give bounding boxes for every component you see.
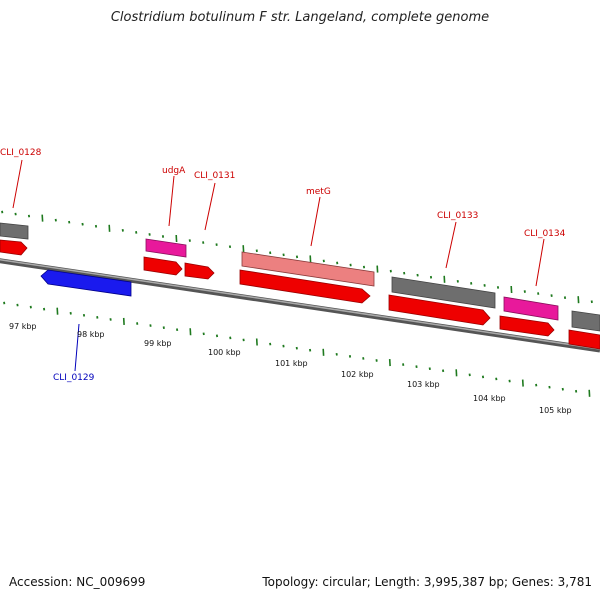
- map-title: Clostridium botulinum F str. Langeland, …: [110, 10, 490, 25]
- cds-feature-red-1[interactable]: [0, 239, 28, 256]
- scale-label: 102 kbp: [341, 370, 374, 379]
- cds-feature-CLI_0128[interactable]: [0, 222, 29, 240]
- cds-feature-red-5[interactable]: [499, 315, 555, 337]
- label-CLI_0134[interactable]: CLI_0134: [524, 229, 566, 239]
- cds-feature-udgA[interactable]: [145, 238, 187, 258]
- cds-feature-red-4[interactable]: [388, 294, 491, 326]
- cds-feature-metG[interactable]: [241, 251, 375, 287]
- genome-summary-text: Topology: circular; Length: 3,995,387 bp…: [262, 575, 592, 589]
- cds-feature-edge-red[interactable]: [568, 329, 600, 350]
- top-tick-row: [1, 210, 593, 304]
- accession-text: Accession: NC_009699: [9, 575, 146, 589]
- scale-label: 98 kbp: [77, 330, 105, 339]
- gene-labels: CLI_0128 CLI_0129 udgA CLI_0131 metG CLI…: [0, 148, 566, 383]
- cds-feature-edge-grey[interactable]: [571, 310, 600, 332]
- cds-feature-CLI_0133[interactable]: [391, 276, 496, 309]
- scale-label: 103 kbp: [407, 380, 440, 389]
- scale-label: 104 kbp: [473, 394, 506, 403]
- cds-feature-CLI_0134[interactable]: [503, 296, 559, 321]
- label-CLI_0131[interactable]: CLI_0131: [194, 171, 235, 181]
- scale-label: 99 kbp: [144, 339, 172, 348]
- genome-backbone: [0, 258, 600, 353]
- cds-feature-CLI_0129[interactable]: [40, 269, 132, 297]
- label-udgA[interactable]: udgA: [162, 166, 186, 176]
- scale-label: 97 kbp: [9, 322, 37, 331]
- scale-labels: 97 kbp 98 kbp 99 kbp 100 kbp 101 kbp 102…: [9, 322, 572, 415]
- label-CLI_0128[interactable]: CLI_0128: [0, 148, 42, 158]
- label-CLI_0133[interactable]: CLI_0133: [437, 211, 478, 221]
- bottom-tick-row: [3, 301, 591, 397]
- label-CLI_0129[interactable]: CLI_0129: [53, 373, 95, 383]
- scale-label: 100 kbp: [208, 348, 241, 357]
- cds-feature-red-3[interactable]: [239, 269, 371, 304]
- cds-feature-red-2[interactable]: [143, 256, 183, 276]
- scale-label: 105 kbp: [539, 406, 572, 415]
- genome-backbone-highlight: [0, 258, 600, 350]
- scale-label: 101 kbp: [275, 359, 308, 368]
- label-metG[interactable]: metG: [306, 187, 331, 197]
- cds-feature-CLI_0131[interactable]: [184, 262, 215, 280]
- gene-features: [0, 222, 600, 350]
